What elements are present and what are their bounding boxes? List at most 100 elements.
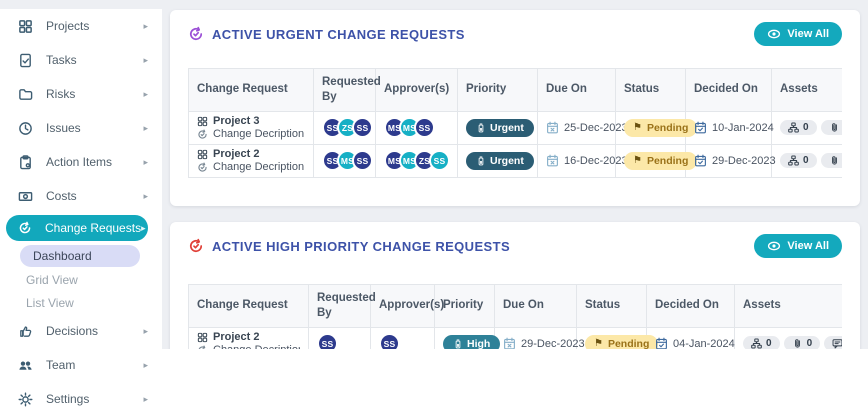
flag-icon (594, 339, 603, 349)
comments-pill[interactable]: 0 (824, 336, 842, 349)
project-name: Project 3 (213, 114, 260, 127)
urgent-change-requests-card: ACTIVE URGENT CHANGE REQUESTS View All C… (170, 10, 860, 206)
sidebar-item-risks[interactable]: Risks (0, 77, 162, 111)
table-row[interactable]: Project 2 Change Decription 5 SS MS SS M… (188, 143, 842, 178)
grid-icon (18, 19, 33, 34)
sidebar: Projects Tasks Risks Issues Action Items… (0, 9, 162, 419)
change-request-icon (188, 238, 204, 254)
calendar-check-icon (655, 337, 668, 349)
change-request-icon (188, 26, 204, 42)
change-request-icon (197, 129, 208, 140)
view-all-button[interactable]: View All (754, 234, 842, 258)
section-title-row: ACTIVE HIGH PRIORITY CHANGE REQUESTS (188, 238, 510, 254)
sidebar-subitem-list-view[interactable]: List View (26, 291, 162, 314)
sidebar-item-label: Costs (46, 189, 77, 203)
requested-by-avatars: SS MS SS (322, 150, 373, 172)
linked-items-pill[interactable]: 0 (743, 336, 780, 349)
sidebar-item-action-items[interactable]: Action Items (0, 145, 162, 179)
due-date: 29-Dec-2023 (503, 337, 585, 349)
project-name: Project 2 (213, 147, 260, 160)
urgent-change-requests-table: Change Request Requested By Approver(s) … (188, 68, 842, 178)
chevron-right-icon (143, 124, 148, 133)
requested-by-avatars: SS ZS SS (322, 117, 373, 139)
assets-cell: 0 0 0 (780, 153, 842, 169)
folder-icon (18, 87, 33, 102)
sidebar-subitem-grid-view[interactable]: Grid View (26, 268, 162, 291)
linked-items-pill[interactable]: 0 (780, 120, 817, 136)
linked-items-pill[interactable]: 0 (780, 153, 817, 169)
sidebar-item-settings[interactable]: Settings (0, 382, 162, 416)
col-assets: Assets (734, 284, 842, 328)
status-badge: Pending (624, 151, 698, 170)
assets-cell: 0 0 0 (743, 336, 842, 349)
due-date: 16-Dec-2023 (546, 154, 628, 167)
sidebar-item-label: Risks (46, 87, 76, 101)
col-approvers: Approver(s) (375, 68, 458, 112)
priority-badge: High (443, 334, 501, 349)
table-header-row: Change Request Requested By Approver(s) … (188, 284, 842, 328)
col-requested-by: Requested By (313, 68, 381, 112)
sidebar-item-projects[interactable]: Projects (0, 9, 162, 43)
approver-avatars: MS MS ZS SS (384, 150, 450, 172)
sidebar-subitem-dashboard[interactable]: Dashboard (20, 245, 140, 267)
attachments-pill[interactable]: 0 (783, 336, 821, 349)
sidebar-subitem-label: List View (26, 295, 74, 310)
col-status: Status (615, 68, 686, 112)
comment-icon (832, 338, 842, 349)
grid-icon (197, 332, 208, 343)
chevron-right-icon (143, 327, 148, 336)
section-title: ACTIVE URGENT CHANGE REQUESTS (212, 26, 465, 42)
sidebar-item-label: Issues (46, 121, 81, 135)
battery-icon (453, 339, 463, 349)
chevron-right-icon (141, 224, 146, 233)
decided-date: 10-Jan-2024 (694, 121, 774, 134)
eye-icon (767, 27, 781, 41)
sidebar-item-label: Tasks (46, 53, 77, 67)
chevron-right-icon (143, 56, 148, 65)
sidebar-subitem-label: Grid View (26, 272, 78, 287)
grid-icon (197, 149, 208, 160)
chevron-right-icon (143, 395, 148, 404)
avatar: SS (352, 150, 373, 172)
eye-icon (767, 239, 781, 253)
sidebar-item-decisions[interactable]: Decisions (0, 314, 162, 348)
col-priority: Priority (434, 284, 495, 328)
sidebar-item-tasks[interactable]: Tasks (0, 43, 162, 77)
change-request-icon (197, 162, 208, 173)
sidebar-subitem-label: Dashboard (33, 249, 92, 263)
attachments-pill[interactable]: 0 (820, 153, 842, 169)
task-icon (18, 53, 33, 68)
attachments-pill[interactable]: 0 (820, 120, 842, 136)
col-decided-on: Decided On (685, 68, 772, 112)
section-title: ACTIVE HIGH PRIORITY CHANGE REQUESTS (212, 238, 511, 254)
avatar: SS (317, 333, 338, 349)
decided-date: 29-Dec-2023 (694, 154, 776, 167)
assets-cell: 0 0 0 (780, 120, 842, 136)
sidebar-item-team[interactable]: Team (0, 348, 162, 382)
calendar-x-icon (546, 121, 559, 134)
sidebar-item-label: Settings (46, 392, 90, 406)
change-request-name: Change Decription 7 (213, 127, 305, 140)
col-assets: Assets (771, 68, 842, 112)
table-row[interactable]: Project 3 Change Decription 7 SS ZS SS M… (188, 110, 842, 145)
due-date: 25-Dec-2023 (546, 121, 628, 134)
sidebar-item-change-requests[interactable]: Change Requests (6, 215, 148, 241)
hierarchy-icon (751, 338, 762, 349)
team-icon (18, 358, 33, 373)
table-row[interactable]: Project 2 Change Decription 6 SS SS High… (188, 326, 842, 349)
priority-badge: Urgent (466, 118, 534, 137)
decided-date: 04-Jan-2024 (655, 337, 735, 349)
view-all-button[interactable]: View All (754, 22, 842, 46)
requested-by-avatars: SS (317, 333, 362, 349)
priority-badge: Urgent (466, 151, 534, 170)
col-decided-on: Decided On (646, 284, 735, 328)
approver-avatars: SS (379, 333, 426, 349)
sidebar-item-costs[interactable]: Costs (0, 179, 162, 213)
sidebar-item-issues[interactable]: Issues (0, 111, 162, 145)
paperclip-icon (792, 338, 803, 349)
col-change-request: Change Request (188, 68, 314, 112)
col-due-on: Due On (537, 68, 616, 112)
col-status: Status (576, 284, 647, 328)
battery-icon (476, 156, 486, 166)
flag-icon (633, 156, 642, 166)
